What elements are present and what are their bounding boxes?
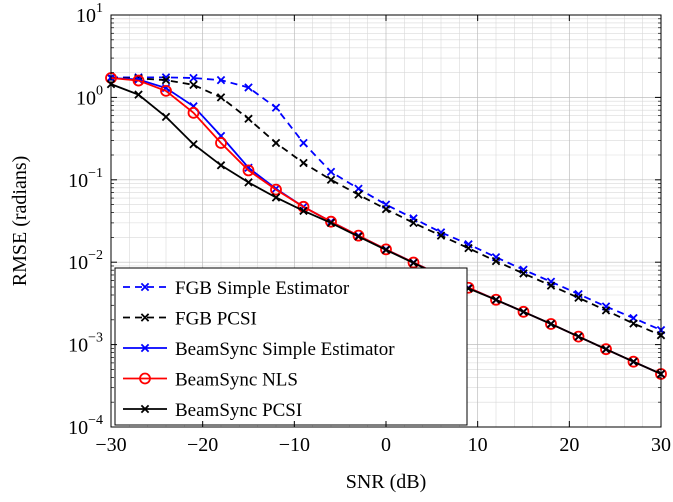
data-point [189, 73, 198, 83]
data-point [409, 258, 418, 268]
data-point [244, 83, 253, 92]
data-point [325, 215, 337, 228]
legend: FGB Simple Estimator FGB PCSI BeamSync Sim… [114, 267, 468, 426]
data-point [601, 306, 611, 315]
y-tick-label: 10−2 [68, 248, 103, 274]
x-tick-label: 10 [468, 434, 488, 456]
data-point [271, 138, 281, 148]
x-tick-label: 30 [651, 434, 671, 456]
data-point [215, 137, 227, 149]
data-point [600, 343, 612, 356]
data-point [517, 305, 530, 318]
legend-item: BeamSync NLS [123, 370, 298, 391]
data-point [216, 93, 226, 102]
legend-label: FGB Simple Estimator [175, 278, 350, 299]
legend-item: FGB Simple Estimator [123, 278, 350, 299]
data-point [161, 75, 171, 85]
data-point [627, 355, 640, 368]
legend-marker [139, 372, 151, 385]
data-point [464, 243, 473, 253]
data-point [490, 293, 502, 306]
y-axis-label: RMSE (radians) [9, 156, 31, 287]
data-point [326, 218, 336, 228]
legend-item: BeamSync Simple Estimator [123, 339, 395, 360]
data-point [187, 106, 200, 119]
data-point [189, 80, 198, 90]
x-axis-label: SNR (dB) [346, 471, 427, 493]
legend-marker [140, 404, 150, 414]
data-point [381, 245, 391, 255]
data-point [545, 318, 557, 330]
y-tick-label: 10−1 [68, 166, 103, 192]
data-point [271, 103, 281, 112]
data-point [132, 74, 145, 87]
y-tick-label: 10−4 [68, 413, 103, 439]
data-point [134, 90, 143, 99]
data-point [352, 229, 365, 242]
data-point [161, 112, 171, 122]
legend-marker [140, 313, 150, 322]
x-tick-label: −30 [95, 434, 126, 456]
data-point [436, 228, 446, 237]
data-point [546, 281, 556, 290]
data-point [519, 307, 528, 317]
legend-label: BeamSync Simple Estimator [175, 339, 395, 360]
data-point [491, 256, 501, 266]
data-point [189, 140, 198, 149]
data-point [299, 158, 308, 168]
series-0 [106, 73, 666, 335]
data-point [326, 175, 336, 185]
data-point [629, 319, 638, 328]
data-point [629, 357, 638, 366]
data-point [519, 269, 528, 278]
data-point [160, 84, 172, 97]
data-point [436, 231, 446, 240]
data-point [299, 138, 308, 148]
legend-marker [140, 343, 150, 353]
legend-item: BeamSync PCSI [123, 400, 302, 421]
data-point [601, 344, 611, 354]
tick-labels: −30 −20 −10 0 10 20 30 101 100 10−1 10−2 10−3 10−4 [68, 1, 671, 456]
data-point [244, 114, 253, 124]
data-point [409, 218, 418, 228]
x-tick-label: −20 [187, 434, 218, 456]
data-point [381, 204, 391, 214]
legend-marker [140, 282, 150, 292]
data-point [271, 193, 281, 202]
data-point [216, 75, 226, 85]
y-tick-label: 10−3 [68, 331, 103, 357]
data-point [270, 183, 282, 196]
legend-box [114, 267, 468, 426]
y-tick-label: 101 [76, 1, 103, 27]
legend-label: FGB PCSI [175, 309, 257, 330]
y-tick-label: 100 [76, 83, 103, 109]
x-tick-label: −10 [279, 434, 310, 456]
data-point [572, 330, 585, 343]
legend-label: BeamSync PCSI [175, 400, 302, 421]
data-point [354, 190, 363, 199]
data-point [546, 319, 556, 329]
series-4 [106, 79, 666, 379]
data-point [354, 232, 363, 241]
data-point [242, 164, 255, 177]
legend-label: BeamSync NLS [175, 370, 298, 391]
legend-item: FGB PCSI [123, 309, 257, 330]
data-point [574, 293, 583, 303]
data-point [326, 167, 336, 177]
data-point [491, 295, 501, 305]
axis-ticks [110, 14, 662, 428]
data-point [216, 161, 226, 170]
data-point [380, 243, 392, 256]
data-point [244, 178, 253, 187]
data-point [574, 332, 583, 341]
series-layer [105, 72, 667, 380]
x-tick-label: 0 [381, 434, 391, 456]
x-tick-label: 20 [559, 434, 579, 456]
data-point [299, 206, 308, 216]
